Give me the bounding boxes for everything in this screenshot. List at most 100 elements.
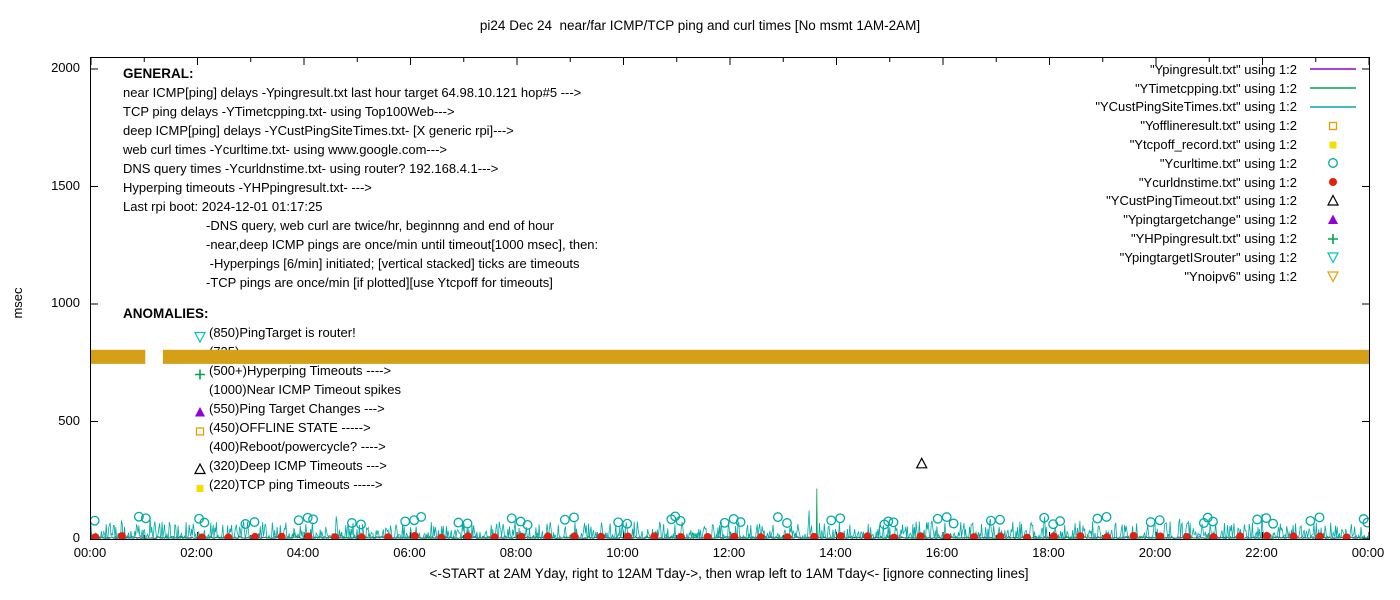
marker-Ycurldnstime.txt bbox=[437, 533, 446, 539]
marker-Ycurldnstime.txt bbox=[1129, 532, 1138, 539]
marker-Ycurltime.txt bbox=[948, 518, 959, 529]
x-tick-label: 18:00 bbox=[1032, 545, 1065, 560]
marker-Ycurltime.txt bbox=[782, 518, 792, 528]
triangle-down-open-icon bbox=[1327, 252, 1339, 265]
marker-Ycurldnstime.txt bbox=[783, 533, 792, 539]
triangle-filled-icon bbox=[1307, 213, 1359, 227]
y-tick-label: 1000 bbox=[51, 295, 80, 310]
y-tick-label: 1500 bbox=[51, 177, 80, 193]
marker-Ycurltime.txt bbox=[400, 516, 411, 527]
marker-Ycurltime.txt bbox=[670, 511, 681, 522]
x-tick-label: 20:00 bbox=[1138, 545, 1172, 560]
marker-Ycurltime.txt bbox=[356, 519, 366, 530]
marker-Ycurldnstime.txt bbox=[304, 532, 313, 539]
marker-Ycurltime.txt bbox=[932, 513, 943, 524]
marker-Ycurldnstime.txt bbox=[1289, 532, 1298, 539]
marker-Ycurltime.txt bbox=[559, 514, 570, 525]
marker-Ycurltime.txt bbox=[416, 511, 427, 522]
anomaly-item: (450)OFFLINE STATE -----> bbox=[123, 418, 598, 437]
marker-YCustPingTimeout.txt bbox=[915, 457, 928, 469]
anomaly-item: (220)TCP ping Timeouts -----> bbox=[123, 475, 598, 494]
marker-Ycurltime.txt bbox=[522, 519, 533, 530]
triangle-filled-icon bbox=[1328, 214, 1338, 224]
legend-item: "Ypingtargetchange" using 1:2 bbox=[1095, 210, 1359, 229]
legend-label: "YCustPingTimeout.txt" using 1:2 bbox=[1106, 193, 1297, 209]
marker-Ycurltime.txt bbox=[1154, 515, 1165, 526]
marker-Ycurltime.txt bbox=[1055, 516, 1066, 527]
marker-Ycurltime.txt bbox=[140, 513, 151, 524]
general-line: TCP ping delays -YTimetcpping.txt- using… bbox=[123, 104, 455, 119]
plus-icon bbox=[195, 369, 205, 380]
marker-Ycurltime.txt bbox=[1202, 512, 1213, 523]
legend-label: "Ycurltime.txt" using 1:2 bbox=[1159, 155, 1297, 171]
marker-Ycurltime.txt bbox=[1101, 511, 1112, 522]
marker-Ycurldnstime.txt bbox=[1342, 533, 1351, 539]
anomaly-label: (850)PingTarget is router! bbox=[209, 325, 356, 340]
line-icon bbox=[1307, 81, 1359, 95]
marker-Ycurldnstime.txt bbox=[1316, 532, 1324, 539]
marker-Ycurldnstime.txt bbox=[490, 533, 499, 539]
legend-label: "Ycurldnstime.txt" using 1:2 bbox=[1138, 174, 1297, 190]
anomaly-item: (550)Ping Target Changes ---> bbox=[123, 399, 598, 418]
marker-Ycurldnstime.txt bbox=[117, 532, 126, 539]
legend-label: "Ypingresult.txt" using 1:2 bbox=[1149, 61, 1297, 77]
marker-Ycurltime.txt bbox=[735, 517, 746, 528]
anomalies-heading: ANOMALIES: bbox=[123, 306, 209, 321]
legend-item: "YHPpingresult.txt" using 1:2 bbox=[1095, 229, 1359, 248]
circle-open-icon bbox=[1307, 156, 1359, 170]
marker-Ycurltime.txt bbox=[462, 518, 473, 529]
marker-Ycurldnstime.txt bbox=[836, 532, 845, 539]
marker-Ycurldnstime.txt bbox=[1076, 532, 1085, 539]
general-note: -near,deep ICMP pings are once/min until… bbox=[206, 237, 599, 252]
series-YTimetcpping.txt bbox=[91, 488, 1369, 539]
marker-Ycurltime.txt bbox=[826, 515, 837, 526]
marker-Ycurltime.txt bbox=[1048, 519, 1059, 530]
anomaly-label: (220)TCP ping Timeouts -----> bbox=[209, 477, 383, 492]
marker-Ycurldnstime.txt bbox=[756, 533, 765, 539]
marker-Ycurltime.txt bbox=[1358, 514, 1369, 524]
marker-Ycurltime.txt bbox=[506, 513, 517, 524]
circle-filled-icon bbox=[1329, 178, 1337, 187]
marker-Ycurltime.txt bbox=[985, 515, 996, 526]
marker-Ycurltime.txt bbox=[91, 515, 100, 526]
marker-Ycurldnstime.txt bbox=[1023, 533, 1032, 539]
anomaly-label: (450)OFFLINE STATE -----> bbox=[209, 420, 371, 435]
x-tick-label: 02:00 bbox=[180, 545, 213, 560]
anomaly-label: (735) bbox=[209, 344, 240, 359]
marker-Ycurldnstime.txt bbox=[1209, 533, 1218, 539]
x-tick-label: 12:00 bbox=[712, 545, 746, 560]
marker-Ycurltime.txt bbox=[453, 517, 464, 528]
marker-Ycurldnstime.txt bbox=[277, 532, 286, 539]
triangle-open-icon bbox=[194, 462, 206, 475]
general-line: DNS query times -Ycurldnstime.txt- using… bbox=[123, 161, 499, 176]
marker-Ycurltime.txt bbox=[941, 512, 952, 523]
marker-Ycurldnstime.txt bbox=[890, 533, 898, 539]
triangle-down-open-icon bbox=[193, 345, 209, 363]
marker-Ycurltime.txt bbox=[1314, 512, 1325, 523]
marker-Ycurltime.txt bbox=[1208, 516, 1218, 527]
x-tick-label: 00:00 bbox=[73, 545, 107, 560]
marker-Ycurltime.txt bbox=[675, 515, 686, 526]
triangle-open-icon bbox=[1307, 194, 1359, 208]
square-open-icon bbox=[195, 427, 205, 436]
marker-Ycurltime.txt bbox=[1268, 518, 1279, 529]
legend-item: "YpingtargetISrouter" using 1:2 bbox=[1095, 248, 1359, 267]
x-tick-label: 14:00 bbox=[819, 545, 852, 560]
marker-Ycurldnstime.txt bbox=[677, 533, 685, 539]
legend-label: "YHPpingresult.txt" using 1:2 bbox=[1130, 231, 1297, 247]
annotation-block: GENERAL: near ICMP[ping] delays -Ypingres… bbox=[123, 64, 598, 494]
x-tick-label: 08:00 bbox=[499, 545, 533, 560]
marker-Ycurldnstime.txt bbox=[810, 532, 819, 539]
legend-label: "YpingtargetISrouter" using 1:2 bbox=[1119, 249, 1297, 265]
anomaly-label: (550)Ping Target Changes ---> bbox=[209, 401, 385, 416]
anomaly-item: (400)Reboot/powercycle? ----> bbox=[123, 437, 598, 456]
marker-Ycurldnstime.txt bbox=[969, 533, 978, 539]
plus-icon bbox=[1328, 233, 1338, 244]
marker-Ycurldnstime.txt bbox=[384, 533, 393, 539]
series-Ypingresult.txt bbox=[91, 536, 1369, 539]
anomaly-item: (320)Deep ICMP Timeouts ---> bbox=[123, 456, 598, 475]
marker-Ycurltime.txt bbox=[293, 515, 304, 526]
anomaly-item: (850)PingTarget is router! bbox=[123, 323, 598, 344]
legend-item: "YCustPingSiteTimes.txt" using 1:2 bbox=[1095, 98, 1359, 117]
